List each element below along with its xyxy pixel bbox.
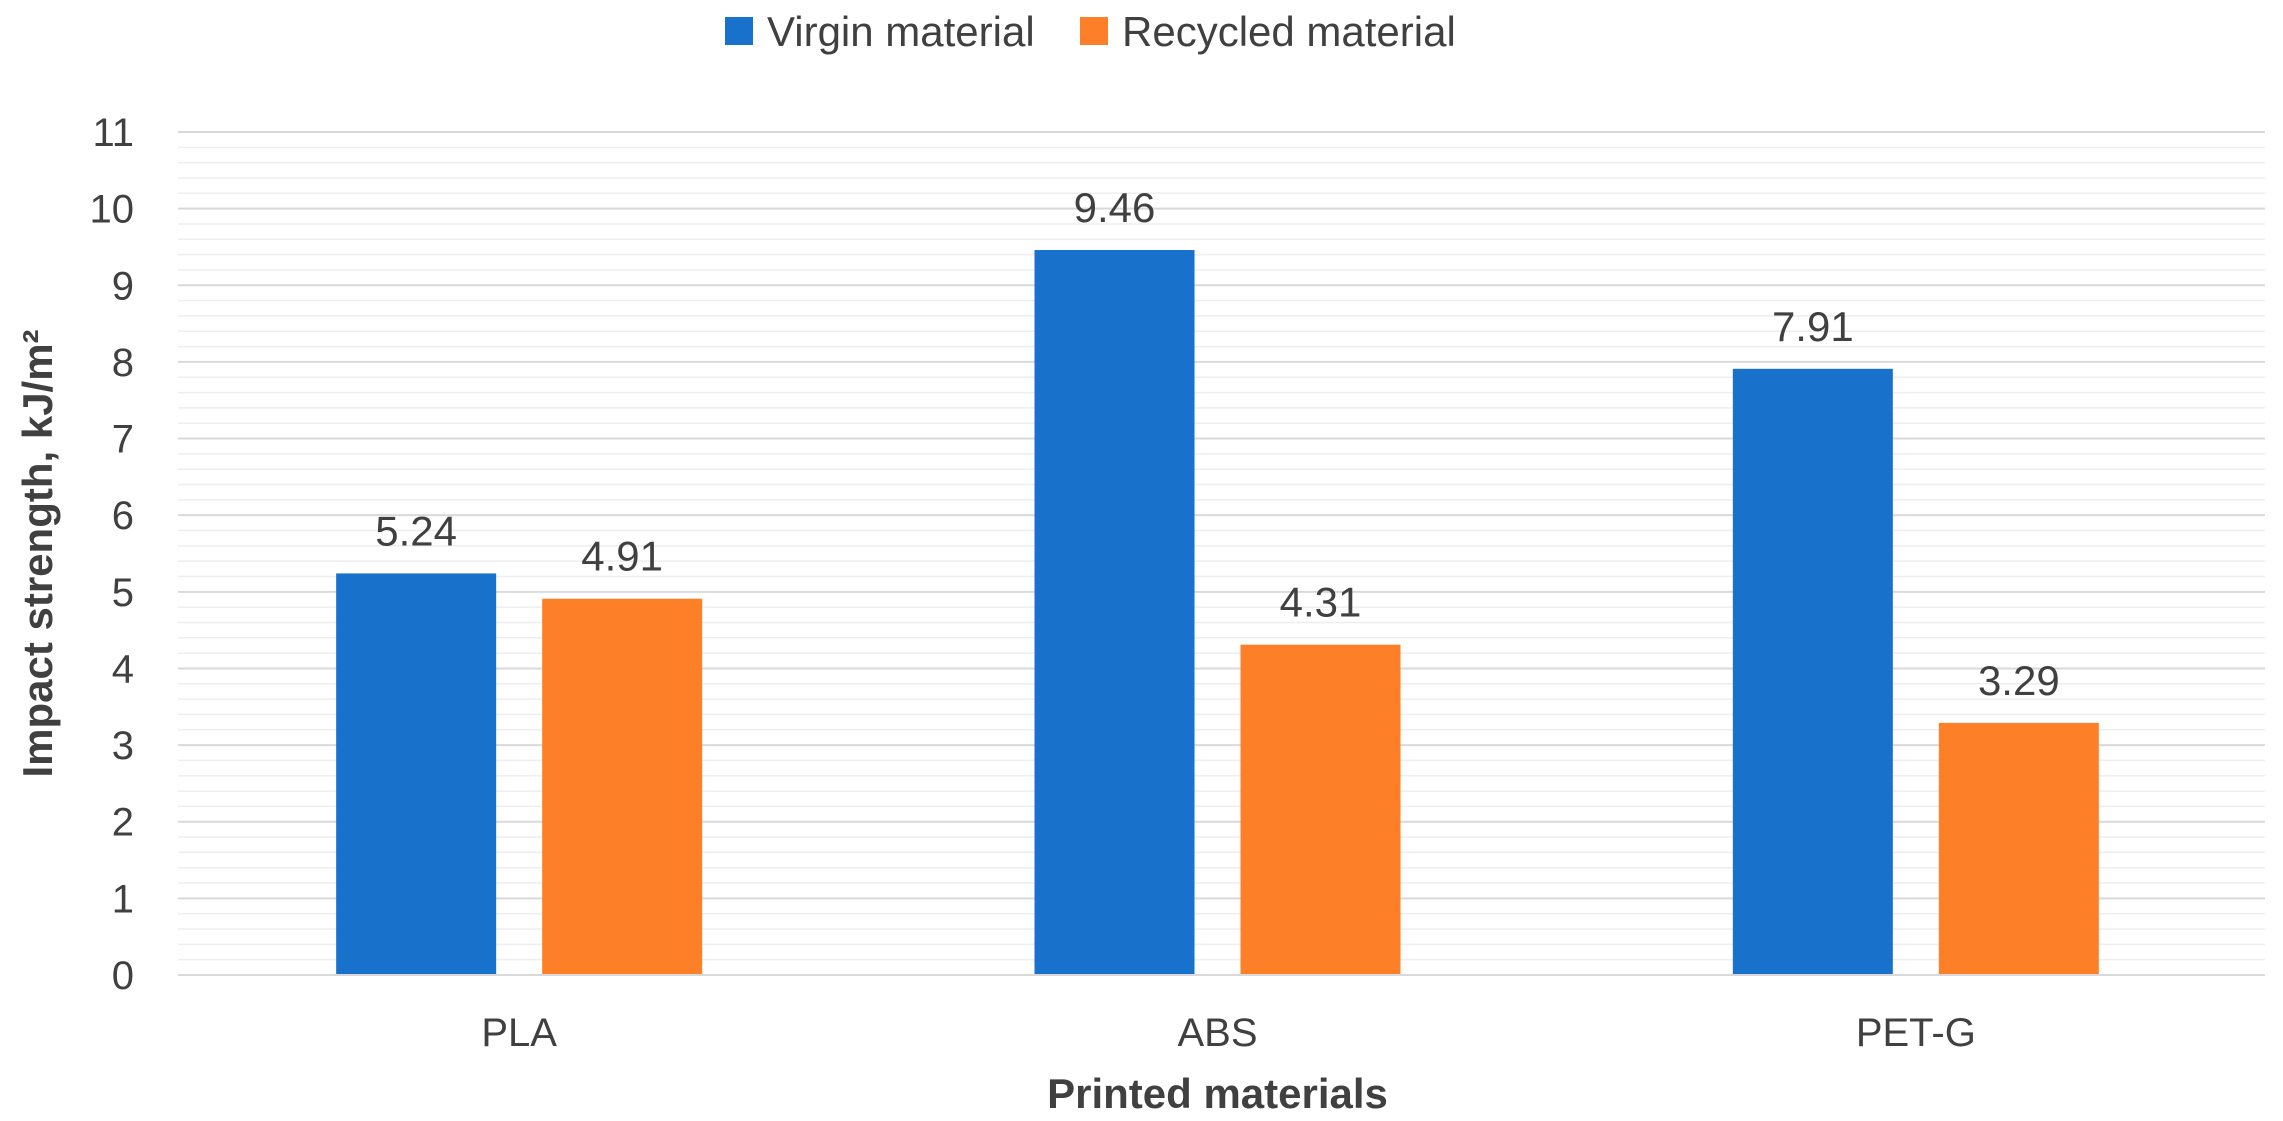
legend-label-virgin: Virgin material xyxy=(767,8,1035,55)
y-axis-ticks: 0 1 2 3 4 5 6 7 8 9 10 11 xyxy=(90,111,135,998)
bar-pla-virgin xyxy=(336,573,497,975)
y-tick-label: 7 xyxy=(112,418,134,462)
bar-pet-g-recycled xyxy=(1938,722,2099,975)
bar-pet-g-virgin xyxy=(1732,368,1893,975)
legend-swatch-recycled xyxy=(1080,17,1108,45)
x-tick-label: PLA xyxy=(481,1011,557,1055)
legend-label-recycled: Recycled material xyxy=(1122,8,1456,55)
x-axis-title: Printed materials xyxy=(1047,1070,1388,1116)
y-tick-label: 10 xyxy=(90,188,135,232)
y-tick-label: 4 xyxy=(112,647,134,691)
bar-pla-recycled xyxy=(542,598,703,975)
gridlines xyxy=(178,131,2265,961)
legend-swatch-virgin xyxy=(725,17,753,45)
y-tick-label: 8 xyxy=(112,341,134,385)
x-tick-label: ABS xyxy=(1177,1011,1257,1055)
data-label: 4.31 xyxy=(1280,579,1362,626)
data-label: 3.29 xyxy=(1978,657,2060,704)
y-axis-title: Impact strength, kJ/m² xyxy=(14,329,61,777)
bar-abs-virgin xyxy=(1034,250,1195,975)
x-tick-label: PET-G xyxy=(1856,1011,1976,1055)
legend: Virgin material Recycled material xyxy=(725,8,1456,55)
y-tick-label: 11 xyxy=(92,111,134,155)
data-label: 9.46 xyxy=(1074,184,1156,231)
data-labels: 5.24 4.91 9.46 4.31 7.91 3.29 xyxy=(375,184,2059,704)
y-tick-label: 3 xyxy=(112,724,134,768)
y-tick-label: 1 xyxy=(112,877,134,921)
x-axis-ticks: PLA ABS PET-G xyxy=(481,1011,1975,1055)
y-tick-label: 0 xyxy=(112,954,134,998)
bars xyxy=(336,250,2099,975)
y-tick-label: 6 xyxy=(112,494,134,538)
bar-abs-recycled xyxy=(1240,644,1401,975)
y-tick-label: 2 xyxy=(112,801,134,845)
data-label: 7.91 xyxy=(1772,303,1854,350)
data-label: 4.91 xyxy=(581,533,663,580)
y-tick-label: 9 xyxy=(112,264,134,308)
y-tick-label: 5 xyxy=(112,571,134,615)
data-label: 5.24 xyxy=(375,507,457,554)
